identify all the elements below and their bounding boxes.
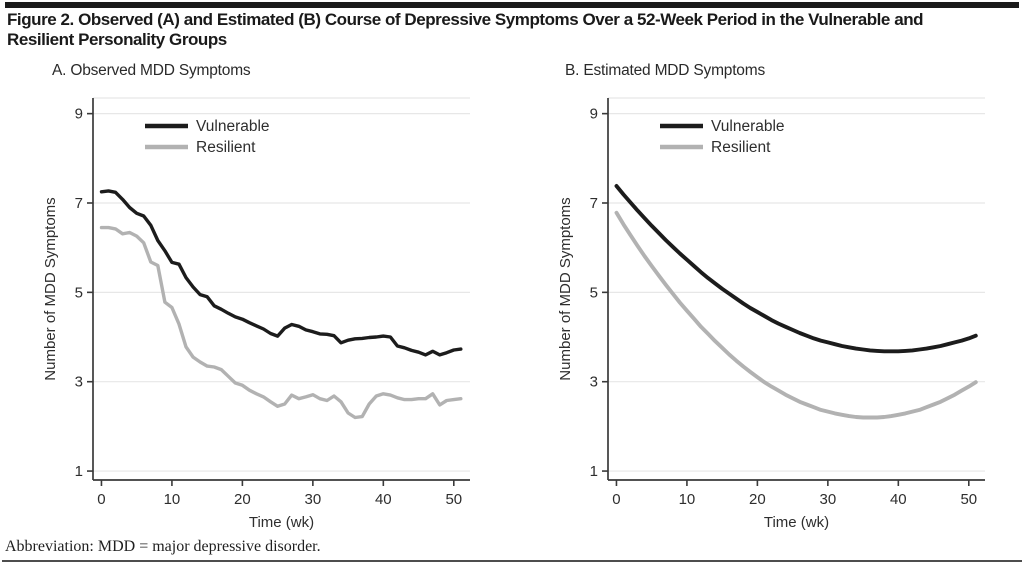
figure-title-line1: Figure 2. Observed (A) and Estimated (B)…: [7, 10, 924, 29]
top-rule: [5, 2, 1019, 8]
x-tick-label: 40: [890, 491, 907, 508]
y-tick-label: 5: [590, 284, 598, 301]
x-tick-label: 0: [612, 491, 620, 508]
y-tick-label: 1: [75, 463, 83, 480]
panel-b-title: B. Estimated MDD Symptoms: [565, 62, 765, 79]
x-tick-label: 20: [749, 491, 766, 508]
y-axis-label: Number of MDD Symptoms: [557, 197, 574, 380]
legend-label-vulnerable: Vulnerable: [196, 118, 270, 135]
abbreviation-note: Abbreviation: MDD = major depressive dis…: [5, 538, 321, 555]
panel-a-title: A. Observed MDD Symptoms: [52, 62, 251, 79]
legend-label-vulnerable: Vulnerable: [711, 118, 785, 135]
series-line-vulnerable: [614, 184, 978, 354]
y-tick-label: 5: [75, 284, 83, 301]
legend-label-resilient: Resilient: [711, 139, 771, 156]
x-tick-label: 10: [164, 491, 181, 508]
legend-label-resilient: Resilient: [196, 139, 256, 156]
series-line-vulnerable: [99, 189, 463, 357]
x-tick-label: 50: [960, 491, 977, 508]
y-tick-label: 9: [75, 106, 83, 123]
x-tick-label: 10: [679, 491, 696, 508]
x-tick-label: 20: [234, 491, 251, 508]
y-tick-label: 1: [590, 463, 598, 480]
y-tick-label: 3: [75, 374, 83, 391]
series-line-resilient: [99, 225, 463, 420]
y-axis-label: Number of MDD Symptoms: [42, 197, 59, 380]
panel-a-chart: 1 3 5 7 9 0 10 20 30 40 50 Time (wk) Number of MDD S…: [42, 97, 470, 531]
x-tick-label: 50: [445, 491, 462, 508]
x-axis-label: Time (wk): [764, 514, 829, 531]
x-axis-label: Time (wk): [249, 514, 314, 531]
x-tick-label: 30: [820, 491, 837, 508]
panel-b-chart: 1 3 5 7 9 0 10 20 30 40 50 Time (wk) Number of MDD S…: [557, 97, 985, 531]
series-line-resilient: [614, 210, 978, 420]
y-tick-label: 7: [590, 195, 598, 212]
y-tick-label: 3: [590, 374, 598, 391]
figure-title: Figure 2. Observed (A) and Estimated (B)…: [7, 10, 924, 49]
x-tick-label: 40: [375, 491, 392, 508]
y-tick-label: 7: [75, 195, 83, 212]
y-tick-label: 9: [590, 106, 598, 123]
x-tick-label: 0: [97, 491, 105, 508]
x-tick-label: 30: [305, 491, 322, 508]
figure-title-line2: Resilient Personality Groups: [7, 29, 227, 49]
bottom-rule: [2, 560, 1022, 562]
